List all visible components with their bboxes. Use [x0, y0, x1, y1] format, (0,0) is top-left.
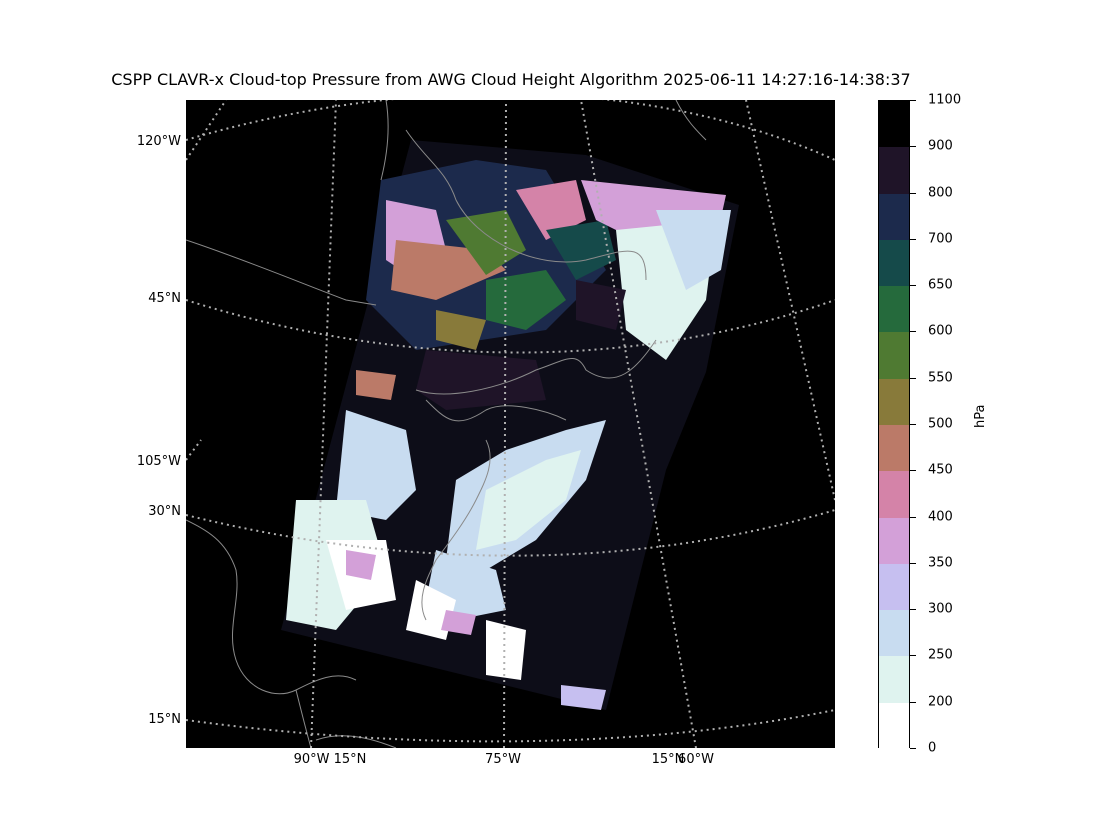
- colorbar-tick: [910, 470, 916, 472]
- colorbar-tick-label: 200: [928, 694, 953, 710]
- plot-title: CSPP CLAVR-x Cloud-top Pressure from AWG…: [111, 70, 911, 89]
- colorbar-tick-label: 900: [928, 138, 953, 154]
- colorbar-segment: [879, 517, 909, 565]
- colorbar-tick-label: 800: [928, 185, 953, 201]
- colorbar-tick: [910, 516, 916, 518]
- colorbar-segment: [879, 286, 909, 333]
- colorbar-segment: [879, 378, 909, 426]
- satellite-map: [186, 100, 835, 748]
- colorbar-tick-label: 650: [928, 277, 953, 293]
- colorbar-segment: [879, 471, 909, 519]
- colorbar-tick-label: 550: [928, 370, 953, 386]
- colorbar-segment: [879, 147, 909, 195]
- lat-label-120w: 120°W: [136, 134, 181, 149]
- colorbar-segment: [879, 656, 909, 704]
- colorbar-tick-label: 250: [928, 647, 953, 663]
- colorbar-tick-label: 300: [928, 601, 953, 617]
- lon-label-15n: 15°N: [651, 752, 685, 767]
- colorbar: [878, 100, 910, 750]
- lat-label-105w: 105°W: [136, 454, 181, 469]
- colorbar-tick-label: 350: [928, 555, 953, 571]
- lat-label-15n: 15°N: [148, 712, 181, 727]
- colorbar-tick: [910, 192, 916, 194]
- colorbar-tick: [910, 562, 916, 564]
- colorbar-tick: [910, 100, 916, 101]
- lat-label-45n: 45°N: [148, 291, 181, 306]
- graticule: [186, 100, 835, 748]
- colorbar-tick: [910, 238, 916, 240]
- colorbar-tick: [910, 331, 916, 333]
- lon-label-60w: 60°W: [678, 752, 714, 767]
- lat-label-30n: 30°N: [148, 504, 181, 519]
- coastlines: [186, 100, 707, 748]
- lon-label-90w-15n: 90°W 15°N: [293, 752, 367, 767]
- colorbar-tick: [910, 146, 916, 148]
- colorbar-tick: [910, 701, 916, 703]
- colorbar-segment: [879, 332, 909, 380]
- colorbar-tick: [910, 655, 916, 657]
- colorbar-segment: [879, 239, 909, 287]
- colorbar-tick: [910, 609, 916, 611]
- colorbar-segment: [879, 193, 909, 241]
- colorbar-tick: [910, 424, 916, 425]
- colorbar-segment: [879, 101, 909, 148]
- colorbar-tick-label: 0: [928, 740, 937, 756]
- colorbar-tick-label: 500: [928, 416, 953, 432]
- colorbar-tick-label: 450: [928, 462, 953, 478]
- colorbar-segment: [879, 702, 909, 750]
- colorbar-tick: [910, 748, 916, 749]
- colorbar-unit: hPa: [973, 404, 988, 428]
- lon-label-75w: 75°W: [485, 752, 521, 767]
- colorbar-tick-label: 700: [928, 231, 953, 247]
- colorbar-tick-label: 1100: [928, 92, 962, 108]
- colorbar-segment: [879, 563, 909, 611]
- colorbar-tick-label: 600: [928, 323, 953, 339]
- colorbar-tick: [910, 285, 916, 287]
- map-canvas: [186, 100, 835, 748]
- colorbar-tick: [910, 377, 916, 379]
- cloud-swath: [281, 140, 739, 710]
- colorbar-segment: [879, 610, 909, 657]
- colorbar-tick-label: 400: [928, 509, 953, 525]
- colorbar-segment: [879, 425, 909, 472]
